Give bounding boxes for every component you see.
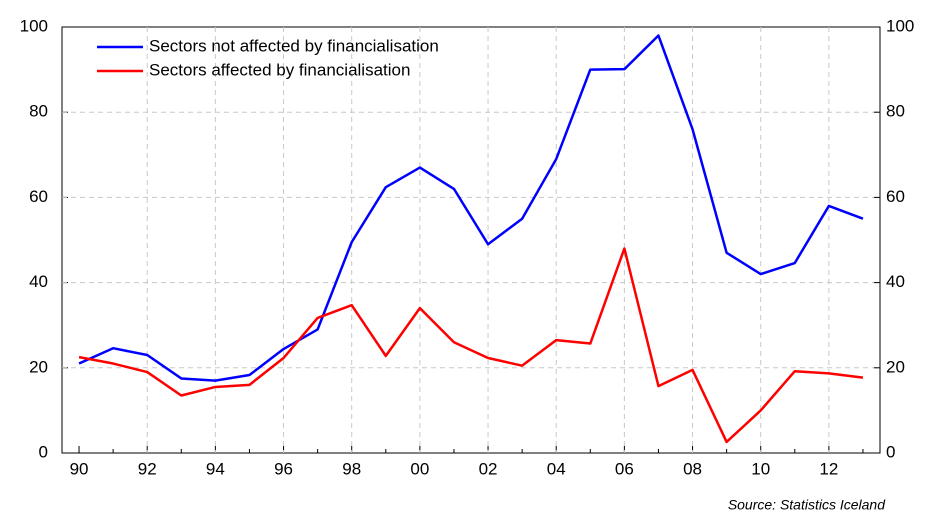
x-tick-label: 06: [615, 459, 634, 478]
x-tick-label: 00: [410, 459, 429, 478]
x-tick-label: 98: [342, 459, 361, 478]
legend-label: Sectors not affected by financialisation: [149, 36, 439, 55]
y2-tick-label: 100: [886, 16, 914, 35]
y-tick-label: 40: [29, 272, 48, 291]
x-tick-label: 08: [683, 459, 702, 478]
y2-tick-label: 80: [886, 102, 905, 121]
x-tick-label: 04: [547, 459, 566, 478]
y-tick-label: 20: [29, 357, 48, 376]
y2-tick-label: 0: [886, 442, 895, 461]
x-tick-label: 90: [70, 459, 89, 478]
x-tick-label: 92: [138, 459, 157, 478]
source-note: Source: Statistics Iceland: [728, 497, 886, 513]
series-line: [78, 34, 864, 382]
x-tick-label: 12: [819, 459, 838, 478]
y-tick-label: 60: [29, 187, 48, 206]
x-tick-label: 02: [479, 459, 498, 478]
y2-tick-label: 20: [886, 357, 905, 376]
x-tick-label: 96: [274, 459, 293, 478]
y-tick-label: 100: [20, 16, 48, 35]
legend-label: Sectors affected by financialisation: [149, 60, 410, 79]
series-line: [78, 247, 864, 444]
y2-tick-label: 60: [886, 187, 905, 206]
y-tick-label: 80: [29, 102, 48, 121]
y-tick-label: 0: [39, 442, 48, 461]
x-tick-label: 10: [751, 459, 770, 478]
y2-tick-label: 40: [886, 272, 905, 291]
plot-frame: [61, 26, 881, 454]
x-tick-label: 94: [206, 459, 225, 478]
